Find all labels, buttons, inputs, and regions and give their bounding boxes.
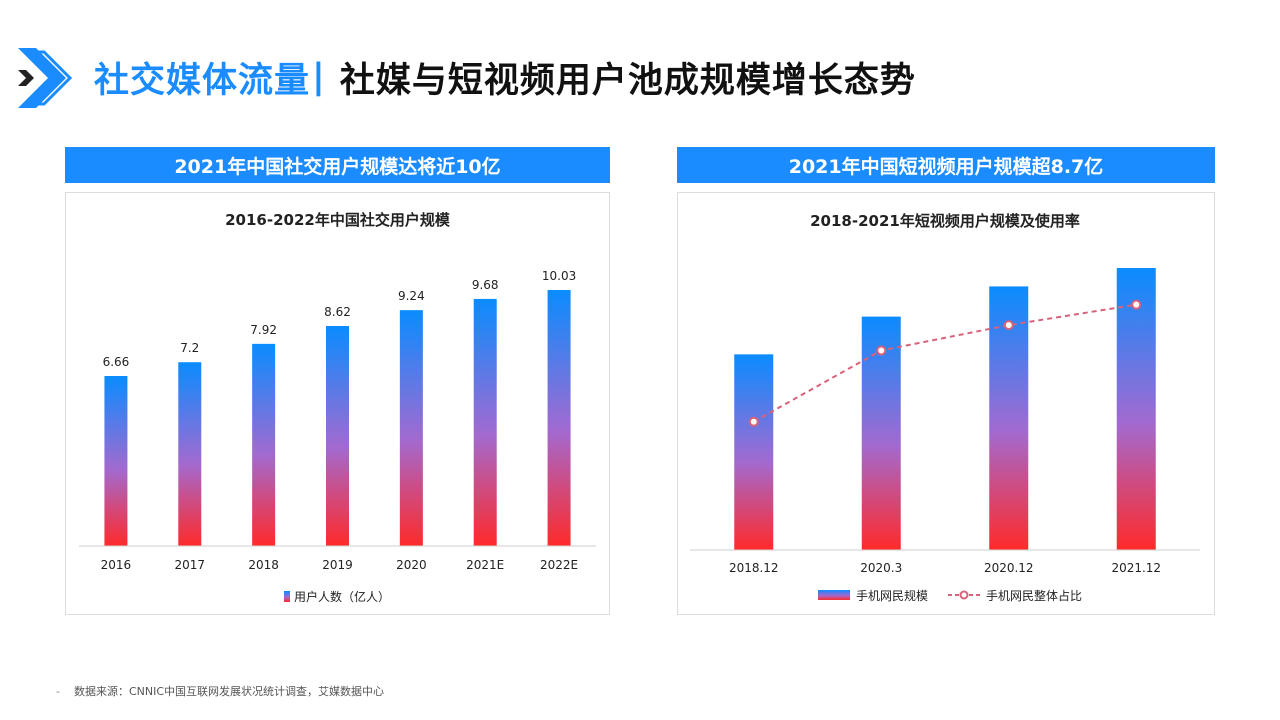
data-label-2016: 6.66 (103, 355, 130, 369)
x-tick-2020: 2020 (396, 558, 427, 572)
legend-swatch-bar (818, 590, 850, 600)
bar-2016 (104, 376, 128, 546)
page-title-separator: | (312, 57, 326, 97)
footnote-text: 数据来源：CNNIC中国互联网发展状况统计调查，艾媒数据中心 (73, 685, 385, 698)
legend-label-bar: 手机网民规模 (856, 588, 928, 603)
bar-2017 (178, 362, 202, 546)
data-label-2019: 8.62 (324, 305, 351, 319)
data-label-2017: 7.2 (180, 341, 199, 355)
page-title-part1: 社交媒体流量 (94, 60, 311, 101)
right-panel: 2021年中国短视频用户规模超8.7亿 2018-2021年短视频用户规模及使用… (677, 147, 1215, 615)
social-users-chart: 2016-2022年中国社交用户规模 6.66 2016 7.2 2017 7.92 201… (79, 211, 596, 604)
double-chevron-right-icon (18, 48, 73, 108)
bar-2020.12 (989, 286, 1029, 550)
chart-title: 2018-2021年短视频用户规模及使用率 (810, 212, 1080, 230)
bar-2021.12 (1116, 268, 1156, 550)
page-title-part2: 社媒与短视频用户池成规模增长态势 (339, 60, 916, 101)
x-tick-2022E: 2022E (540, 558, 578, 572)
bar-2021E (473, 298, 497, 546)
bar-2018 (252, 343, 276, 546)
data-label-2018: 7.92 (250, 323, 277, 337)
bar-2020 (399, 310, 423, 546)
line-point-2021.12 (1131, 299, 1142, 310)
bar-2019 (326, 325, 349, 546)
legend-label: 用户人数（亿人） (294, 589, 390, 604)
x-tick-2019: 2019 (322, 558, 353, 572)
right-panel-header: 2021年中国短视频用户规模超8.7亿 (677, 147, 1215, 183)
bar-2018.12 (734, 354, 774, 550)
data-label-2020: 9.24 (398, 289, 425, 303)
short-video-users-chart: 2018-2021年短视频用户规模及使用率 2018.12 2020.3 2020.1… (690, 212, 1200, 603)
page-title: 社交媒体流量 | 社媒与短视频用户池成规模增长态势 (94, 52, 916, 102)
usage-rate-line (753, 303, 1137, 423)
legend-swatch-point (959, 590, 969, 600)
line-point-2018.12 (748, 416, 759, 427)
bar-2022E (547, 289, 571, 546)
x-tick-2020.3: 2020.3 (860, 561, 902, 575)
chart-title: 2016-2022年中国社交用户规模 (225, 211, 451, 229)
footnote: - 数据来源：CNNIC中国互联网发展状况统计调查，艾媒数据中心 (56, 685, 385, 698)
line-point-2020.12 (1003, 320, 1014, 331)
legend-swatch (284, 591, 290, 602)
left-panel-header: 2021年中国社交用户规模达将近10亿 (65, 147, 610, 183)
data-label-2022E: 10.03 (542, 269, 576, 283)
x-tick-2017: 2017 (175, 558, 206, 572)
left-chart-box: 2016-2022年中国社交用户规模 6.66 2016 7.2 2017 7.92 201… (65, 192, 610, 615)
x-tick-2018: 2018 (248, 558, 279, 572)
x-tick-2018.12: 2018.12 (729, 561, 779, 575)
legend-label-line: 手机网民整体占比 (986, 588, 1082, 603)
x-tick-2021E: 2021E (466, 558, 504, 572)
x-tick-2016: 2016 (101, 558, 132, 572)
line-point-2020.3 (876, 345, 887, 356)
x-tick-2020.12: 2020.12 (984, 561, 1034, 575)
x-tick-2021.12: 2021.12 (1111, 561, 1161, 575)
left-panel: 2021年中国社交用户规模达将近10亿 2016-2022年中国社交用户规模 6.… (65, 147, 610, 615)
bar-2020.3 (861, 316, 901, 550)
data-label-2021E: 9.68 (472, 278, 499, 292)
right-chart-box: 2018-2021年短视频用户规模及使用率 2018.12 2020.3 2020.1… (677, 192, 1215, 615)
